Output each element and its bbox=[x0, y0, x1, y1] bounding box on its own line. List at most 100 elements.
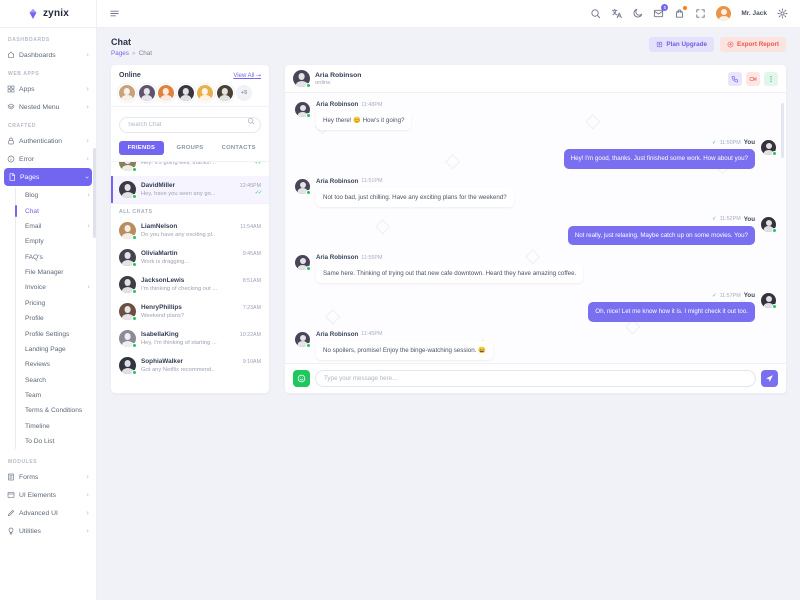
chevron-down-icon: › bbox=[83, 175, 92, 179]
chat-tabs: FRIENDS GROUPS CONTACTS bbox=[111, 140, 269, 162]
online-dot bbox=[132, 343, 137, 348]
online-dot bbox=[132, 316, 137, 321]
sidebar-item-profile[interactable]: Profile bbox=[25, 315, 44, 323]
messages-area[interactable]: ◇ ◇ ◇ ◇ ◇ ◇ ◇ ◇ ◇ ◇ ◇ Aria Robinson11:48… bbox=[285, 93, 786, 363]
chat-list-item[interactable]: SophiaWalker 9:10AM Got any Netflix recom… bbox=[111, 352, 269, 379]
sidebar-scrollbar[interactable] bbox=[93, 148, 96, 238]
chevron-right-icon: › bbox=[86, 490, 89, 499]
online-avatar[interactable] bbox=[119, 85, 135, 101]
sidebar-item-pricing[interactable]: Pricing bbox=[25, 299, 46, 307]
view-all-link[interactable]: View All → bbox=[233, 72, 261, 79]
online-dot bbox=[132, 167, 137, 172]
avatar bbox=[761, 216, 777, 233]
sidebar-item-error[interactable]: Error › bbox=[0, 150, 96, 168]
online-avatar[interactable] bbox=[216, 85, 233, 101]
sidebar-item-apps[interactable]: Apps › bbox=[0, 80, 96, 98]
sidebar-item-email[interactable]: Email › bbox=[25, 221, 90, 230]
sidebar-item-file-manager[interactable]: File Manager bbox=[25, 269, 64, 277]
breadcrumb-pages-link[interactable]: Pages bbox=[111, 50, 129, 57]
sidebar-item-ui-elements[interactable]: UI Elements › bbox=[0, 486, 96, 504]
layers-icon bbox=[7, 103, 15, 111]
online-avatar[interactable] bbox=[177, 85, 194, 101]
logo-text: zynix bbox=[42, 8, 69, 19]
sidebar-item-nested-menu[interactable]: Nested Menu › bbox=[0, 98, 96, 116]
chat-list-item-active[interactable]: DavidMiller 12:45PM Hey, have you seen an… bbox=[111, 176, 269, 203]
chat-list-item-partial[interactable]: Hey! It's going well, thanks! .. ✓✓ bbox=[111, 162, 269, 176]
breadcrumb-separator: » bbox=[131, 50, 136, 57]
send-button[interactable] bbox=[761, 370, 778, 387]
chevron-right-icon: › bbox=[87, 191, 90, 200]
mail-badge: 5 bbox=[661, 4, 669, 11]
file-icon bbox=[8, 173, 16, 181]
online-dot bbox=[772, 304, 777, 310]
chat-list-item[interactable]: JacksonLewis 8:51AM I'm thinking of check… bbox=[111, 271, 269, 298]
online-avatar[interactable] bbox=[158, 85, 174, 101]
avatar bbox=[119, 303, 137, 321]
more-options-button[interactable] bbox=[764, 71, 778, 86]
sidebar-item-reviews[interactable]: Reviews bbox=[25, 361, 50, 369]
search-chat-input[interactable] bbox=[119, 117, 261, 133]
sidebar-item-dashboards[interactable]: Dashboards › bbox=[0, 46, 96, 64]
export-report-button[interactable]: Export Report bbox=[720, 37, 786, 52]
window-icon bbox=[7, 491, 15, 499]
avatar bbox=[295, 331, 311, 348]
chevron-right-icon: › bbox=[86, 472, 89, 481]
fullscreen-icon[interactable] bbox=[695, 8, 706, 19]
online-avatar[interactable] bbox=[197, 85, 213, 101]
voice-call-button[interactable] bbox=[728, 71, 742, 86]
online-dot bbox=[306, 266, 311, 272]
search-icon[interactable] bbox=[590, 8, 601, 19]
more-online-count[interactable]: +5 bbox=[236, 85, 252, 101]
sidebar-item-todo[interactable]: To Do List bbox=[25, 438, 55, 446]
vertical-dots-icon bbox=[767, 75, 775, 83]
sidebar-item-authentication[interactable]: Authentication › bbox=[0, 132, 96, 150]
plan-upgrade-button[interactable]: Plan Upgrade bbox=[649, 37, 715, 52]
dark-mode-moon-icon[interactable] bbox=[632, 8, 643, 19]
sidebar-item-advanced-ui[interactable]: Advanced UI › bbox=[0, 504, 96, 522]
chat-list-item[interactable]: IsabellaKing 10:22AM Hey, I'm thinking of… bbox=[111, 325, 269, 352]
user-name[interactable]: Mr. Jack bbox=[741, 10, 767, 17]
emoji-button[interactable] bbox=[293, 370, 310, 387]
online-avatar[interactable] bbox=[138, 85, 155, 101]
sidebar-item-blog[interactable]: Blog › bbox=[25, 191, 90, 200]
translate-icon[interactable] bbox=[611, 8, 622, 19]
sidebar-item-pages[interactable]: Pages › bbox=[4, 168, 92, 186]
messages-mail-icon[interactable]: 5 bbox=[653, 4, 669, 19]
page-title: Chat bbox=[111, 37, 131, 47]
chat-list-item[interactable]: LiamNelson 11:54AM Do you have any exciti… bbox=[111, 217, 269, 244]
message-input[interactable] bbox=[315, 370, 756, 387]
sidebar-item-team[interactable]: Team bbox=[25, 392, 42, 400]
chevron-right-icon: › bbox=[86, 84, 89, 93]
cart-bag-icon[interactable] bbox=[674, 6, 688, 19]
tab-contacts[interactable]: CONTACTS bbox=[221, 145, 256, 151]
online-dot bbox=[132, 194, 137, 199]
chat-list-item[interactable]: OliviaMartin 9:45AM Work is dragging... bbox=[111, 244, 269, 271]
sidebar-item-utilities[interactable]: Utilities › bbox=[0, 522, 96, 540]
sidebar-item-faqs[interactable]: FAQ's bbox=[25, 253, 43, 261]
chevron-right-icon: › bbox=[86, 50, 89, 59]
chat-list-item[interactable]: HenryPhillips 7:23AM Weekend plans? bbox=[111, 298, 269, 325]
online-avatars-row: +5 bbox=[119, 85, 261, 101]
sidebar-item-forms[interactable]: Forms › bbox=[0, 468, 96, 486]
sidebar-item-timeline[interactable]: Timeline bbox=[25, 422, 50, 430]
hamburger-menu-icon[interactable] bbox=[109, 8, 120, 19]
tab-friends[interactable]: FRIENDS bbox=[119, 141, 164, 155]
sidebar-item-chat[interactable]: Chat bbox=[14, 203, 96, 218]
user-avatar[interactable] bbox=[716, 6, 732, 21]
online-dot bbox=[306, 342, 311, 348]
sidebar-item-invoice[interactable]: Invoice › bbox=[25, 283, 90, 292]
sidebar-item-landing-page[interactable]: Landing Page bbox=[25, 345, 66, 353]
video-call-button[interactable] bbox=[746, 71, 760, 86]
tab-groups[interactable]: GROUPS bbox=[176, 145, 204, 151]
sidebar-item-search[interactable]: Search bbox=[25, 376, 46, 384]
messages-scrollbar[interactable] bbox=[781, 103, 784, 158]
sidebar-item-terms[interactable]: Terms & Conditions bbox=[25, 407, 83, 415]
sidebar-item-profile-settings[interactable]: Profile Settings bbox=[25, 330, 70, 338]
brand-logo[interactable]: zynix bbox=[0, 0, 97, 27]
settings-gear-icon[interactable] bbox=[777, 8, 788, 19]
online-dot bbox=[132, 262, 137, 267]
sidebar-nav: DASHBOARDS Dashboards › WEB APPS Apps › … bbox=[0, 28, 97, 600]
sidebar-item-empty[interactable]: Empty bbox=[25, 238, 44, 246]
smiley-icon bbox=[297, 374, 306, 383]
logo-diamond-icon bbox=[27, 8, 39, 20]
